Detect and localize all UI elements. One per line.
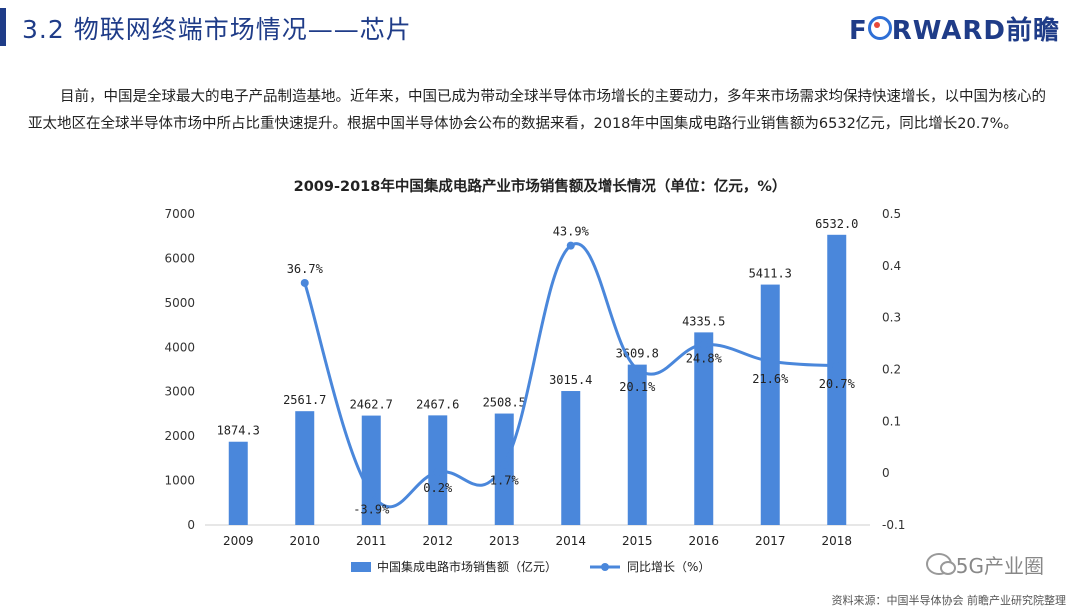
- source-note: 资料来源：中国半导体协会 前瞻产业研究院整理: [831, 594, 1067, 607]
- x-tick-label: 2015: [622, 534, 653, 548]
- logo-o-icon: [867, 16, 892, 40]
- x-tick-label: 2011: [356, 534, 387, 548]
- bar-value-label: 6532.0: [815, 217, 858, 231]
- growth-value-label: 20.7%: [819, 377, 856, 391]
- legend-bar-swatch: [351, 562, 371, 572]
- y-left-tick-label: 4000: [164, 340, 195, 354]
- growth-value-label: -3.9%: [353, 502, 390, 516]
- bar: [494, 413, 514, 525]
- bar-value-label: 2508.5: [483, 396, 526, 410]
- growth-point: [300, 278, 309, 287]
- x-tick-label: 2017: [755, 534, 786, 548]
- y-left-tick-label: 6000: [164, 251, 195, 265]
- growth-point: [566, 241, 575, 250]
- growth-point: [699, 340, 708, 349]
- y-right-tick-label: 0.5: [882, 207, 901, 221]
- x-tick-label: 2012: [422, 534, 453, 548]
- y-left-tick-label: 5000: [164, 296, 195, 310]
- y-right-tick-label: 0.3: [882, 311, 901, 325]
- x-tick-label: 2016: [688, 534, 719, 548]
- x-tick-label: 2018: [821, 534, 852, 548]
- y-right-tick-label: 0.2: [882, 363, 901, 377]
- bar-value-label: 2462.7: [350, 398, 393, 412]
- y-right-tick-label: 0: [882, 466, 890, 480]
- title-accent-bar: [0, 8, 6, 46]
- growth-value-label: 43.9%: [553, 225, 590, 239]
- growth-value-label: 1.7%: [490, 473, 520, 487]
- y-left-tick-label: 3000: [164, 385, 195, 399]
- growth-value-label: 20.1%: [619, 380, 656, 394]
- x-tick-label: 2014: [555, 534, 586, 548]
- bar-value-label: 4335.5: [682, 314, 725, 328]
- y-left-tick-label: 0: [187, 518, 195, 532]
- watermark-text: 5G产业圈: [955, 554, 1044, 578]
- y-right-tick-label: -0.1: [882, 518, 905, 532]
- growth-point: [633, 364, 642, 373]
- growth-value-label: 21.6%: [752, 372, 789, 386]
- bar-value-label: 2467.6: [416, 397, 459, 411]
- logo-rest: RWARD前瞻: [891, 16, 1060, 46]
- bar: [827, 234, 847, 525]
- legend-line-label: 同比增长（%）: [627, 560, 710, 574]
- growth-line: [303, 242, 837, 509]
- x-tick-label: 2009: [223, 534, 254, 548]
- bar: [694, 332, 714, 525]
- x-tick-label: 2013: [489, 534, 520, 548]
- y-left-tick-label: 7000: [164, 207, 195, 221]
- growth-point: [367, 489, 376, 498]
- growth-point: [433, 468, 442, 477]
- bar: [760, 284, 780, 525]
- bar-value-label: 2561.7: [283, 393, 326, 407]
- x-tick-label: 2010: [289, 534, 320, 548]
- wechat-icon: [925, 553, 956, 575]
- wechat-watermark: 5G产业圈: [925, 550, 1044, 579]
- chart-title: 2009-2018年中国集成电路产业市场销售额及增长情况（单位：亿元，%）: [294, 177, 787, 195]
- page-title: 3.2 物联网终端市场情况——芯片: [22, 15, 412, 44]
- intro-paragraph: 目前，中国是全球最大的电子产品制造基地。近年来，中国已成为带动全球半导体市场增长…: [28, 89, 1046, 132]
- growth-point: [832, 361, 841, 370]
- growth-value-label: 0.2%: [423, 481, 453, 495]
- bar-value-label: 3015.4: [549, 373, 592, 387]
- legend-line-marker: [601, 563, 609, 571]
- y-left-tick-label: 2000: [164, 429, 195, 443]
- y-right-tick-label: 0.4: [882, 259, 901, 273]
- y-left-tick-label: 1000: [164, 474, 195, 488]
- bar: [561, 391, 581, 525]
- y-right-tick-label: 0.1: [882, 414, 901, 428]
- legend-bar-label: 中国集成电路市场销售额（亿元）: [377, 559, 557, 574]
- logo-f: F: [848, 16, 868, 46]
- bar: [295, 411, 315, 525]
- growth-value-label: 36.7%: [287, 262, 324, 276]
- bar-value-label: 1874.3: [217, 424, 260, 438]
- forward-logo: F RWARD前瞻: [849, 10, 1060, 47]
- bar-value-label: 5411.3: [749, 267, 792, 281]
- growth-point: [500, 460, 509, 469]
- growth-point: [766, 357, 775, 366]
- growth-value-label: 24.8%: [686, 352, 723, 366]
- bar: [627, 364, 647, 525]
- bar: [228, 441, 248, 525]
